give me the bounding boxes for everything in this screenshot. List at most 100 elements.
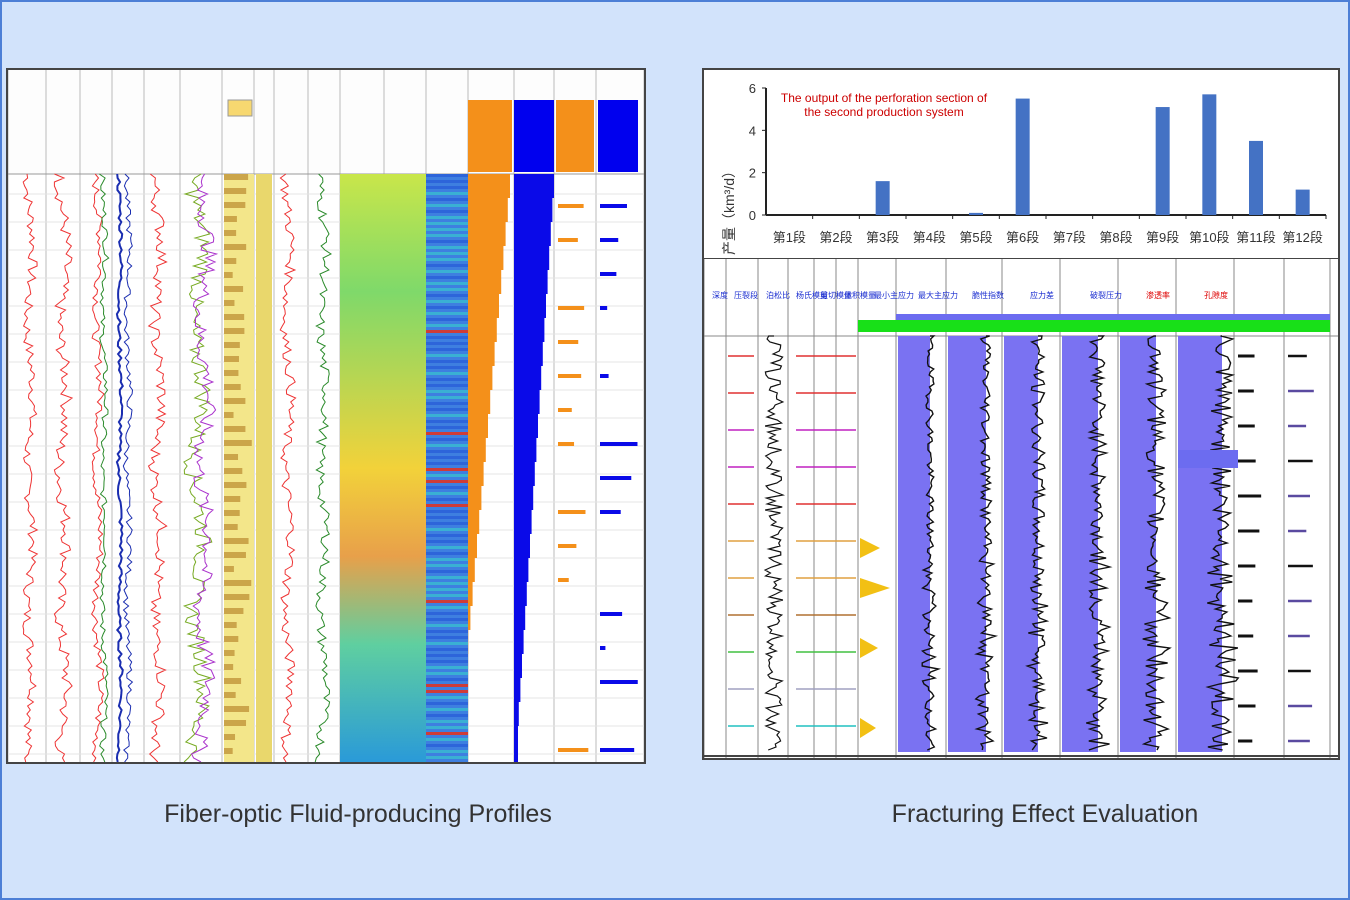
lithology-mark [224,720,247,726]
acoustic-band [426,294,468,297]
x-tick-label: 第1段 [773,230,806,245]
log-curve [115,173,124,762]
bar [1249,140,1263,215]
log-column-header: 压裂段 [734,290,758,300]
log-curve [190,173,219,762]
lithology-mark [224,608,244,614]
lithology-mark [224,244,247,250]
acoustic-band [426,312,468,315]
lithology-mark [224,356,239,362]
log-column-header: 最小主应力 [874,290,914,300]
log-curve [921,335,942,751]
acoustic-band [426,618,468,621]
log-curve [279,173,297,762]
log-column-header: 脆性指数 [972,290,1004,300]
acoustic-band [426,528,468,531]
acoustic-band [426,366,468,369]
acoustic-band [426,378,468,381]
x-tick-label: 第3段 [866,230,899,245]
yellow-response [860,638,878,658]
acoustic-band [426,420,468,423]
log-curve [22,173,39,762]
fiber-optic-log-image [8,70,644,762]
zone-rate-bar [600,748,635,752]
filled-track [948,336,986,752]
acoustic-band [426,402,468,405]
acoustic-band [426,522,468,525]
y-tick-label: 0 [749,208,756,223]
acoustic-band [426,738,468,741]
lithology-mark [224,748,233,754]
lithology-mark [224,412,234,418]
log-column-header: 破裂压力 [1090,290,1122,300]
acoustic-band [426,174,468,177]
bar [1202,94,1217,215]
acoustic-band [426,678,468,681]
acoustic-band [426,372,468,375]
acoustic-band [426,384,468,387]
y-tick-label: 4 [749,123,756,138]
lithology-mark [224,496,241,502]
fiber-optic-profile-panel [6,68,646,764]
log-curve [974,335,999,751]
yellow-response [860,578,890,598]
log-column-header: 体积模量 [844,290,876,300]
acoustic-band [426,654,468,657]
acoustic-band [426,714,468,717]
acoustic-band [426,300,468,303]
zone-rate-bar [600,510,621,514]
acoustic-band [426,636,468,639]
zone-rate-bar [558,306,585,310]
acoustic-band [426,414,468,417]
acoustic-band [426,552,468,555]
lithology-mark [224,454,239,460]
acoustic-band [426,744,468,747]
x-tick-label: 第9段 [1146,230,1179,245]
acoustic-band [426,258,468,261]
bar [1295,189,1310,215]
acoustic-band [426,492,468,495]
lithology-mark [224,650,235,656]
zone-rate-bar [558,748,589,752]
zone-rate-bar [558,340,579,344]
acoustic-band [426,318,468,321]
lithology-mark [224,300,235,306]
acoustic-band [426,192,468,195]
acoustic-band [426,450,468,453]
log-curve [182,173,213,762]
x-tick-label: 第12段 [1282,230,1322,245]
log-curve [314,173,333,762]
x-tick-label: 第7段 [1053,230,1086,245]
acoustic-band [426,234,468,237]
header-swatch [598,100,638,172]
lithology-mark [224,692,236,698]
zone-rate-bar [558,442,575,446]
zone-rate-bar [600,476,632,480]
acoustic-band [426,438,468,441]
x-tick-label: 第8段 [1099,230,1132,245]
lithology-mark [224,230,237,236]
acoustic-band [426,228,468,231]
header-band [858,320,1330,332]
lithology-mark [224,440,252,446]
acoustic-band [426,408,468,411]
x-tick-label: 第11段 [1236,230,1276,245]
acoustic-band [426,606,468,609]
yellow-response [860,538,880,558]
header-swatch [514,100,554,172]
lithology-mark [224,188,247,194]
lithology-mark [224,524,238,530]
zone-rate-bar [558,544,577,548]
yellow-response [860,718,876,738]
acoustic-band [426,222,468,225]
x-tick-label: 第5段 [959,230,992,245]
anomaly-band [1178,450,1238,468]
acoustic-band [426,546,468,549]
acoustic-band [426,276,468,279]
acoustic-band [426,180,468,183]
log-column-header: 渗透率 [1146,290,1170,300]
x-tick-label: 第4段 [913,230,946,245]
lithology-mark [224,510,240,516]
acoustic-band [426,348,468,351]
